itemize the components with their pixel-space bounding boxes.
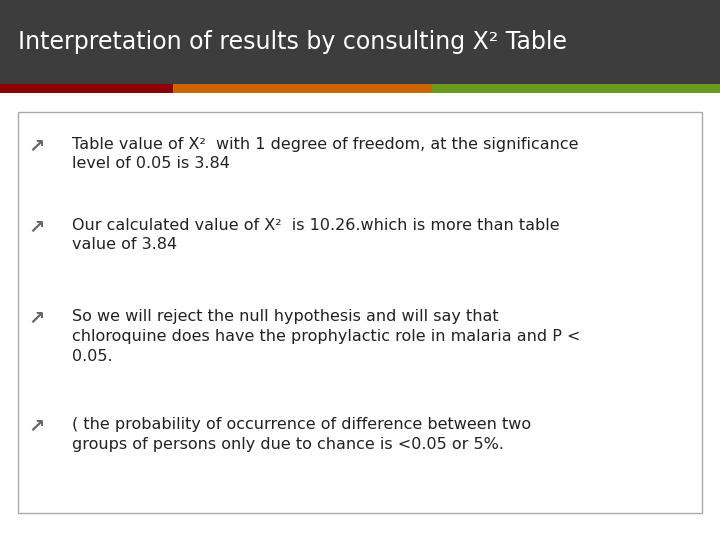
Text: So we will reject the null hypothesis and will say that
chloroquine does have th: So we will reject the null hypothesis an… [72, 309, 580, 364]
Text: ↗: ↗ [29, 417, 45, 436]
Text: ↗: ↗ [29, 218, 45, 237]
Text: ↗: ↗ [29, 137, 45, 156]
Text: Interpretation of results by consulting Χ² Table: Interpretation of results by consulting … [18, 30, 567, 54]
Text: Table value of X²  with 1 degree of freedom, at the significance
level of 0.05 i: Table value of X² with 1 degree of freed… [72, 137, 578, 171]
Text: ( the probability of occurrence of difference between two
groups of persons only: ( the probability of occurrence of diffe… [72, 417, 531, 452]
Text: Our calculated value of X²  is 10.26.which is more than table
value of 3.84: Our calculated value of X² is 10.26.whic… [72, 218, 559, 252]
Text: ↗: ↗ [29, 309, 45, 328]
